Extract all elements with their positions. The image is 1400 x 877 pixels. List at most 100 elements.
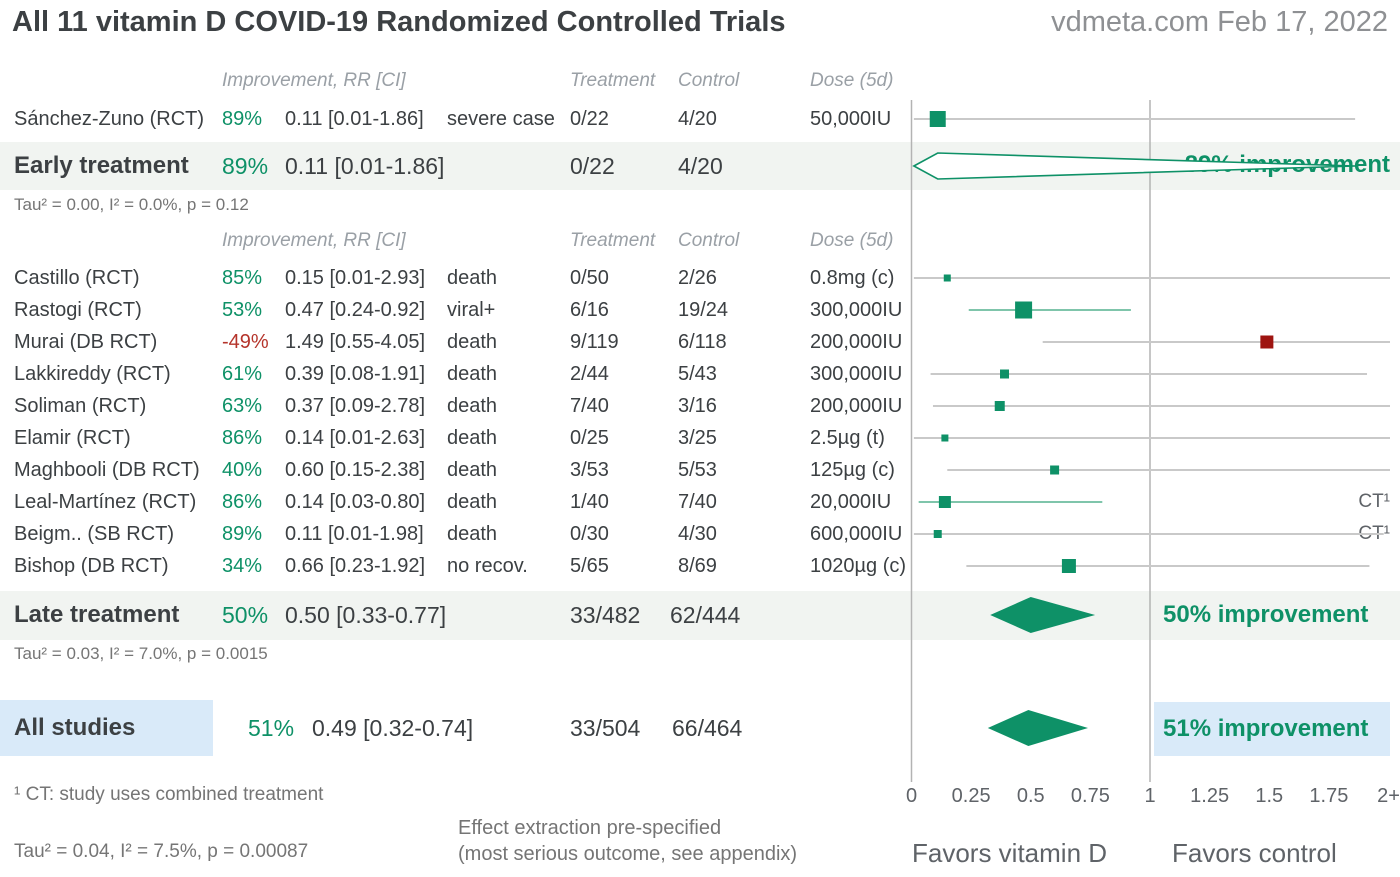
column-header-improvement: Improvement, RR [CI]	[222, 70, 406, 91]
source-link[interactable]: vdmeta.com Feb 17, 2022	[1051, 6, 1388, 38]
effect-extraction-note-line2: (most serious outcome, see appendix)	[458, 843, 798, 865]
study-dose: 2.5µg (t)	[810, 427, 885, 449]
study-row: Elamir (RCT) 86% 0.14 [0.01-2.63] death 0/25…	[0, 422, 1400, 454]
study-row: Castillo (RCT) 85% 0.15 [0.01-2.93] death 0/…	[0, 262, 1400, 294]
summary-label: Early treatment	[14, 152, 189, 179]
study-row: Beigm.. (SB RCT) 89% 0.11 [0.01-1.98] death…	[0, 518, 1400, 550]
study-improvement-pct: 53%	[222, 299, 263, 321]
late-summary-row: Late treatment 50% 0.50 [0.33-0.77] 33/482 6…	[0, 591, 1400, 639]
all-summary-row: All studies 51% 0.49 [0.32-0.74] 33/504 66/4…	[0, 700, 1400, 756]
study-outcome: death	[447, 363, 498, 385]
summary-improvement-pct: 89%	[222, 153, 269, 179]
study-rr-ci: 0.15 [0.01-2.93]	[285, 267, 426, 289]
combined-treatment-tag: CT¹	[1358, 523, 1390, 544]
combined-treatment-tag: CT¹	[1358, 491, 1390, 512]
summary-treatment-events: 33/482	[570, 602, 641, 628]
column-header-treatment: Treatment	[570, 230, 656, 251]
summary-rr-ci: 0.50 [0.33-0.77]	[285, 602, 447, 628]
column-header-dose: Dose (5d)	[810, 70, 894, 91]
study-improvement-pct: -49%	[222, 331, 269, 353]
study-dose: 50,000IU	[810, 108, 892, 130]
combined-treatment-footnote: ¹ CT: study uses combined treatment	[14, 784, 324, 805]
x-axis-tick-label: 0	[905, 785, 918, 807]
late-improvement-label: 50% improvement	[1163, 601, 1369, 628]
summary-control-events: 4/20	[678, 153, 723, 179]
study-outcome: death	[447, 427, 498, 449]
x-axis-tick-label: 1.25	[1190, 785, 1230, 807]
study-row: Murai (DB RCT) -49% 1.49 [0.55-4.05] death 9…	[0, 326, 1400, 358]
study-outcome: death	[447, 523, 498, 545]
study-treatment-events: 9/119	[570, 331, 619, 353]
study-row: Rastogi (RCT) 53% 0.47 [0.24-0.92] viral+ 6/…	[0, 294, 1400, 326]
study-outcome: death	[447, 459, 498, 481]
column-header-improvement: Improvement, RR [CI]	[222, 230, 406, 251]
study-name: Beigm.. (SB RCT)	[14, 523, 175, 545]
study-improvement-pct: 63%	[222, 395, 263, 417]
study-name: Castillo (RCT)	[14, 267, 140, 289]
study-control-events: 8/69	[678, 555, 717, 577]
study-dose: 1020µg (c)	[810, 555, 907, 577]
x-axis-tick-label: 1	[1144, 785, 1156, 807]
study-treatment-events: 2/44	[570, 363, 609, 385]
study-improvement-pct: 85%	[222, 267, 263, 289]
study-treatment-events: 3/53	[570, 459, 609, 481]
heterogeneity-stats: Tau² = 0.00, I² = 0.0%, p = 0.12	[14, 195, 249, 214]
study-rr-ci: 0.14 [0.01-2.63]	[285, 427, 426, 449]
study-outcome: death	[447, 491, 498, 513]
study-name: Murai (DB RCT)	[14, 331, 158, 353]
effect-extraction-note-line1: Effect extraction pre-specified	[458, 817, 722, 839]
study-name: Rastogi (RCT)	[14, 299, 142, 321]
study-improvement-pct: 40%	[222, 459, 263, 481]
study-row: Soliman (RCT) 63% 0.37 [0.09-2.78] death 7/4…	[0, 390, 1400, 422]
study-dose: 20,000IU	[810, 491, 892, 513]
summary-label: Late treatment	[14, 601, 180, 628]
x-axis-tick-label: 1.75	[1309, 785, 1349, 807]
study-rr-ci: 1.49 [0.55-4.05]	[285, 331, 426, 353]
column-header-dose: Dose (5d)	[810, 230, 894, 251]
x-axis-tick-label: 2+	[1377, 785, 1400, 807]
x-axis-tick-label: 0.75	[1070, 785, 1110, 807]
study-outcome: death	[447, 331, 498, 353]
study-row: Leal-Martínez (RCT) 86% 0.14 [0.03-0.80] de…	[0, 486, 1400, 518]
study-rr-ci: 0.47 [0.24-0.92]	[285, 299, 426, 321]
study-improvement-pct: 86%	[222, 491, 263, 513]
study-row: Bishop (DB RCT) 34% 0.66 [0.23-1.92] no rec…	[0, 550, 1400, 582]
study-name: Maghbooli (DB RCT)	[14, 459, 200, 481]
heterogeneity-stats: Tau² = 0.03, I² = 7.0%, p = 0.0015	[14, 644, 268, 663]
study-outcome: death	[447, 267, 498, 289]
study-rr-ci: 0.11 [0.01-1.86]	[285, 108, 424, 130]
all-studies-highlight	[0, 700, 213, 756]
summary-improvement-pct: 50%	[222, 602, 269, 628]
study-improvement-pct: 34%	[222, 555, 263, 577]
column-header-control: Control	[678, 230, 740, 251]
study-rr-ci: 0.37 [0.09-2.78]	[285, 395, 426, 417]
study-control-events: 5/53	[678, 459, 717, 481]
early-improvement-label: 89% improvement	[1184, 151, 1390, 178]
all-improvement-label: 51% improvement	[1154, 702, 1390, 756]
column-headers: Improvement, RR [CI] Treatment Control Dose…	[0, 70, 1400, 92]
study-treatment-events: 0/50	[570, 267, 609, 289]
summary-treatment-events: 33/504	[570, 715, 641, 741]
column-headers: Improvement, RR [CI] Treatment Control Dose…	[0, 230, 1400, 252]
study-name: Soliman (RCT)	[14, 395, 147, 417]
study-rr-ci: 0.14 [0.03-0.80]	[285, 491, 426, 513]
study-improvement-pct: 89%	[222, 108, 263, 130]
study-treatment-events: 0/25	[570, 427, 609, 449]
summary-rr-ci: 0.11 [0.01-1.86]	[285, 153, 445, 179]
study-dose: 200,000IU	[810, 395, 903, 417]
study-row: Maghbooli (DB RCT) 40% 0.60 [0.15-2.38] dea…	[0, 454, 1400, 486]
study-name: Elamir (RCT)	[14, 427, 131, 449]
study-dose: 300,000IU	[810, 299, 903, 321]
study-dose: 0.8mg (c)	[810, 267, 895, 289]
study-rr-ci: 0.66 [0.23-1.92]	[285, 555, 426, 577]
study-control-events: 3/16	[678, 395, 717, 417]
study-control-events: 3/25	[678, 427, 717, 449]
study-dose: 200,000IU	[810, 331, 903, 353]
study-control-events: 4/30	[678, 523, 717, 545]
overall-heterogeneity-stats: Tau² = 0.04, I² = 7.5%, p = 0.00087	[14, 841, 309, 862]
study-treatment-events: 7/40	[570, 395, 609, 417]
study-improvement-pct: 86%	[222, 427, 263, 449]
study-improvement-pct: 61%	[222, 363, 263, 385]
favors-control-label: Favors control	[1172, 838, 1337, 868]
